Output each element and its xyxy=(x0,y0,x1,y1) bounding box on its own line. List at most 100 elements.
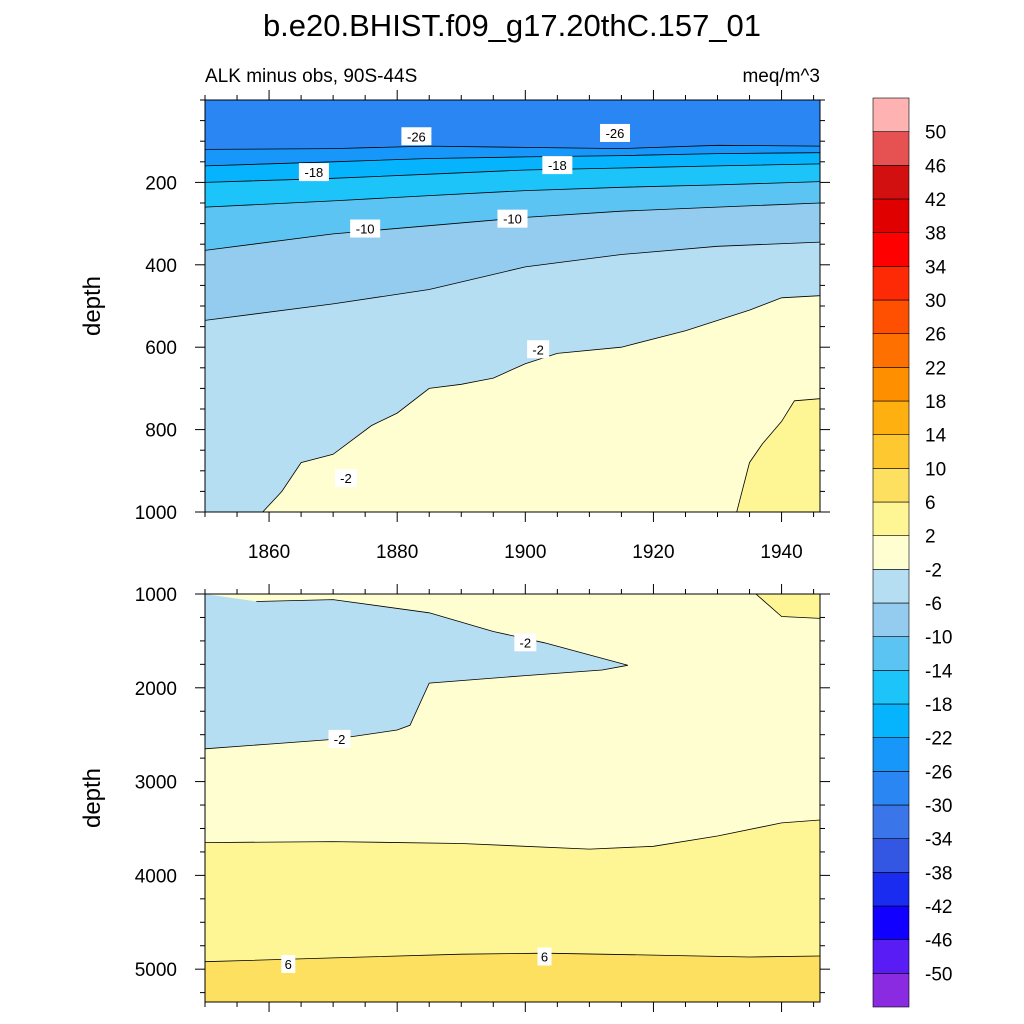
contour-label-box xyxy=(334,469,357,488)
y-tick-label: 800 xyxy=(145,421,177,442)
colorbar-label: -50 xyxy=(925,964,952,985)
colorbar-swatch xyxy=(872,367,910,402)
contour-label: -10 xyxy=(356,222,375,237)
upper-panel: -26 -26 -18 -18 -10 -10 -2 -2 1860 1880 1900 1920 19… xyxy=(79,90,830,563)
colorbar-label: 26 xyxy=(925,325,946,346)
contour-region xyxy=(736,398,820,512)
contour-label-box xyxy=(537,947,552,966)
colorbar-swatch xyxy=(872,670,910,705)
colorbar-swatch xyxy=(872,905,910,940)
colorbar-swatch xyxy=(872,602,910,637)
colorbar-label: 22 xyxy=(925,358,946,379)
y-axis-title: depth xyxy=(79,768,106,828)
contour-label: -10 xyxy=(503,212,522,227)
contour-label-box xyxy=(600,123,630,142)
y-tick-label: 1000 xyxy=(135,503,177,524)
contour-line xyxy=(262,295,820,512)
contour-label-box xyxy=(328,729,351,748)
contour-label: 6 xyxy=(285,957,292,972)
contour-line xyxy=(205,241,820,321)
contour-line xyxy=(736,398,820,512)
contour-label: 6 xyxy=(541,950,548,965)
lower-panel: -2 -2 6 6 1000 2000 3000 4000 5000 depth xyxy=(79,584,830,1012)
contour-line xyxy=(205,144,820,150)
contour-line xyxy=(205,819,820,850)
colorbar-swatch xyxy=(872,501,910,536)
colorbar-label: 46 xyxy=(925,156,946,177)
colorbar-swatch xyxy=(872,973,910,1008)
colorbar-label: 10 xyxy=(925,459,946,480)
contour-line xyxy=(205,152,820,167)
contour-line xyxy=(755,594,820,619)
colorbar-swatch xyxy=(872,939,910,974)
colorbar-label: 2 xyxy=(925,527,936,548)
contour-label: -2 xyxy=(334,732,346,747)
contour-label: -26 xyxy=(407,129,426,144)
y-tick-label: 1000 xyxy=(135,585,177,606)
colorbar-swatch xyxy=(872,636,910,671)
contour-region xyxy=(205,953,820,1002)
contour-label: -26 xyxy=(606,126,625,141)
plot-frame xyxy=(204,593,821,1003)
colorbar-swatch xyxy=(872,434,910,469)
colorbar: 50 46 42 38 34 30 26 22 18 14 10 6 2 -2 -6 -10 -14 -18 -22… xyxy=(872,97,953,1008)
contour-region xyxy=(755,594,820,619)
colorbar-label: -38 xyxy=(925,863,952,884)
colorbar-label: -46 xyxy=(925,931,952,952)
y-tick-label: 3000 xyxy=(135,773,177,794)
x-tick-label: 1900 xyxy=(504,542,546,563)
x-tick-label: 1920 xyxy=(632,542,674,563)
contour-label-box xyxy=(542,156,573,175)
colorbar-swatch xyxy=(872,400,910,435)
colorbar-label: 14 xyxy=(925,426,947,447)
y-tick-label: 200 xyxy=(145,173,177,194)
colorbar-label: -22 xyxy=(925,729,952,750)
colorbar-label: -10 xyxy=(925,628,952,649)
chart-title: b.e20.BHIST.f09_g17.20thC.157_01 xyxy=(263,8,761,43)
contour-label: -2 xyxy=(520,635,532,650)
colorbar-swatch xyxy=(872,771,910,806)
x-tick-label: 1940 xyxy=(760,542,802,563)
x-tick-label: 1880 xyxy=(376,542,418,563)
contour-region xyxy=(205,594,628,749)
colorbar-label: -34 xyxy=(925,830,953,851)
colorbar-swatch xyxy=(872,232,910,267)
contour-label-box xyxy=(514,633,537,652)
colorbar-swatch xyxy=(872,703,910,738)
colorbar-swatch xyxy=(872,333,910,368)
chart-subtitle-right: meq/m^3 xyxy=(742,66,820,87)
y-tick-label: 5000 xyxy=(135,960,177,981)
contour-label: -2 xyxy=(532,342,544,357)
colorbar-swatch xyxy=(872,569,910,604)
colorbar-swatch xyxy=(872,165,910,200)
colorbar-swatch xyxy=(872,97,910,132)
colorbar-swatch xyxy=(872,804,910,839)
contour-label-box xyxy=(497,209,528,228)
colorbar-swatch xyxy=(872,131,910,166)
colorbar-swatch xyxy=(872,737,910,772)
contour-line xyxy=(205,163,820,183)
colorbar-label: -30 xyxy=(925,796,952,817)
contour-label-box xyxy=(281,955,296,974)
contour-label-box xyxy=(350,219,381,238)
colorbar-swatch xyxy=(872,468,910,503)
contour-label: -18 xyxy=(305,165,324,180)
y-tick-label: 400 xyxy=(145,256,177,277)
colorbar-label: -6 xyxy=(925,594,942,615)
colorbar-label: 34 xyxy=(925,257,947,278)
contour-line xyxy=(205,181,820,208)
contour-label-box xyxy=(527,340,550,359)
colorbar-label: 18 xyxy=(925,392,946,413)
y-tick-label: 600 xyxy=(145,338,177,359)
colorbar-swatch xyxy=(872,838,910,873)
contour-label: -2 xyxy=(340,471,352,486)
colorbar-label: -26 xyxy=(925,762,952,783)
contour-label-box xyxy=(401,127,432,146)
x-tick-label: 1860 xyxy=(248,542,290,563)
contour-label-box xyxy=(298,163,329,182)
y-tick-label: 2000 xyxy=(135,679,177,700)
colorbar-swatch xyxy=(872,535,910,570)
contour-label: -18 xyxy=(548,158,567,173)
chart-subtitle-left: ALK minus obs, 90S-44S xyxy=(205,66,417,87)
